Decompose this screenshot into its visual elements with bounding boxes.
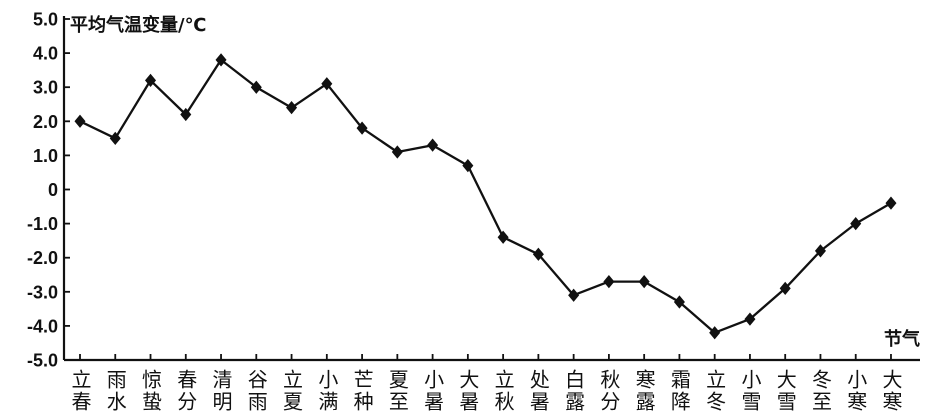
- data-point-marker: [356, 121, 368, 135]
- x-tick-label: 春分: [173, 369, 198, 413]
- x-tick-label: 雨水: [103, 369, 128, 413]
- series-line: [79, 58, 892, 334]
- x-tick-label: 小暑: [420, 369, 445, 413]
- y-tick-label: -2.0: [27, 248, 58, 268]
- data-point-marker: [215, 53, 227, 67]
- x-tick-label: 清明: [209, 369, 234, 413]
- x-tick-label: 立春: [68, 369, 92, 413]
- data-point-marker: [427, 138, 439, 152]
- data-point-marker: [286, 101, 298, 115]
- y-tick-label: 3.0: [33, 78, 58, 98]
- data-point-marker: [321, 77, 333, 91]
- data-point-marker: [109, 131, 121, 145]
- y-tick-label: 2.0: [33, 112, 58, 132]
- data-point-marker: [814, 244, 826, 258]
- x-tick-label: 白露: [561, 369, 586, 413]
- data-point-marker: [180, 107, 192, 122]
- data-point-marker: [885, 196, 897, 210]
- y-tick-label: 4.0: [33, 44, 58, 64]
- data-point-marker: [391, 145, 403, 159]
- x-tick-label: 寒露: [632, 369, 657, 413]
- y-tick-label: -1.0: [27, 214, 58, 234]
- y-tick-label: 5.0: [33, 10, 58, 30]
- y-axis-ticks: 5.0 4.0 3.0 2.0 1.0 0 -1.0 -2.0 -3.0 -4.0 -5.0: [27, 10, 70, 371]
- x-tick-label: 处暑: [526, 369, 551, 413]
- x-tick-label: 小寒: [843, 369, 868, 413]
- y-tick-label: -4.0: [27, 316, 58, 336]
- data-point-marker: [568, 288, 580, 302]
- x-tick-label: 大雪: [773, 369, 798, 413]
- y-axis-label: 平均气温变量/℃: [70, 14, 206, 36]
- data-point-marker: [144, 73, 157, 88]
- x-tick-label: 小雪: [737, 369, 762, 413]
- data-point-marker: [850, 216, 862, 231]
- data-point-marker: [779, 281, 791, 296]
- x-tick-label: 立冬: [702, 369, 727, 413]
- data-point-marker: [603, 274, 615, 289]
- x-tick-label: 芒种: [350, 369, 375, 413]
- data-point-marker: [250, 80, 262, 94]
- x-tick-label: 谷雨: [244, 369, 269, 413]
- x-tick-label: 秋分: [596, 369, 621, 413]
- x-tick-label: 惊蛰: [138, 369, 163, 413]
- y-tick-label: -5.0: [27, 351, 58, 371]
- y-tick-label: 0: [48, 180, 58, 200]
- data-point-marker: [744, 312, 756, 326]
- data-point-marker: [74, 114, 86, 128]
- y-tick-label: 1.0: [33, 146, 58, 166]
- x-tick-label: 霜降: [667, 369, 692, 413]
- x-tick-label: 立秋: [491, 369, 516, 413]
- x-tick-label: 冬至: [808, 369, 833, 413]
- data-point-marker: [638, 274, 650, 289]
- x-tick-label: 大寒: [878, 369, 903, 413]
- data-point-marker: [532, 247, 544, 261]
- data-point-marker: [673, 295, 685, 309]
- data-point-marker: [709, 326, 721, 340]
- y-tick-label: -3.0: [27, 282, 58, 302]
- x-tick-label: 大暑: [455, 369, 480, 413]
- x-axis-label: 节气: [884, 328, 920, 350]
- axes: [62, 16, 920, 362]
- series-markers: [74, 53, 897, 340]
- x-tick-label: 夏至: [385, 369, 410, 413]
- x-tick-label: 小满: [314, 369, 339, 413]
- data-point-marker: [462, 159, 474, 173]
- data-point-marker: [497, 230, 509, 244]
- x-axis-ticks: [79, 354, 892, 360]
- x-tick-label: 立夏: [279, 369, 304, 413]
